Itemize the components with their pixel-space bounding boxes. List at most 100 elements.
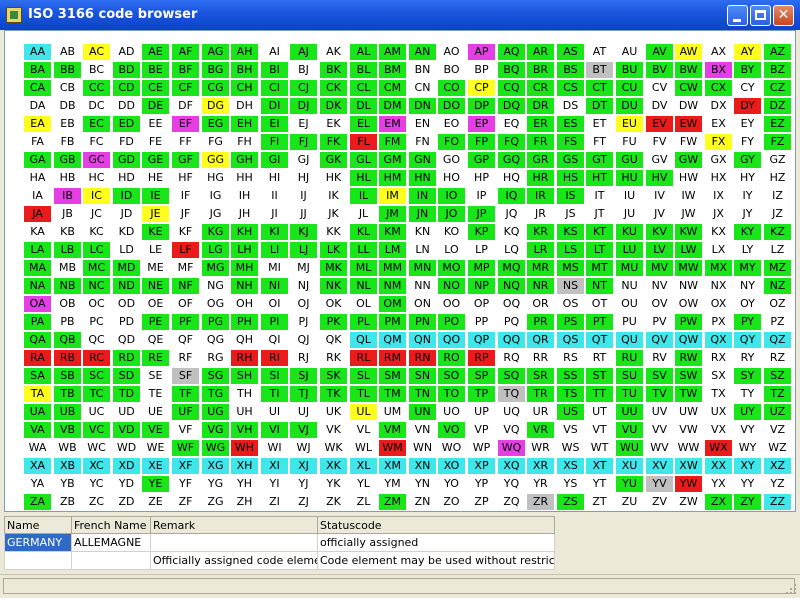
code-cell-cr[interactable]: CR — [527, 80, 554, 96]
code-cell-xv[interactable]: XV — [646, 458, 673, 474]
code-cell-hi[interactable]: HI — [261, 170, 288, 186]
code-cell-qk[interactable]: QK — [320, 332, 347, 348]
french-name-cell[interactable]: ALLEMAGNE — [71, 533, 151, 552]
country-name-cell[interactable]: GERMANY — [4, 533, 72, 552]
code-cell-al[interactable]: AL — [350, 44, 377, 60]
code-cell-qm[interactable]: QM — [379, 332, 406, 348]
code-cell-ds[interactable]: DS — [557, 98, 584, 114]
code-cell-ks[interactable]: KS — [557, 224, 584, 240]
code-cell-ex[interactable]: EX — [705, 116, 732, 132]
code-cell-at[interactable]: AT — [586, 44, 613, 60]
code-cell-sm[interactable]: SM — [379, 368, 406, 384]
code-cell-cv[interactable]: CV — [646, 80, 673, 96]
code-cell-ao[interactable]: AO — [438, 44, 465, 60]
code-cell-bp[interactable]: BP — [468, 62, 495, 78]
code-cell-to[interactable]: TO — [438, 386, 465, 402]
code-cell-dj[interactable]: DJ — [290, 98, 317, 114]
code-cell-rn[interactable]: RN — [409, 350, 436, 366]
code-cell-us[interactable]: US — [557, 404, 584, 420]
code-cell-ra[interactable]: RA — [24, 350, 51, 366]
code-cell-ol[interactable]: OL — [350, 296, 377, 312]
code-cell-sj[interactable]: SJ — [290, 368, 317, 384]
code-cell-bu[interactable]: BU — [616, 62, 643, 78]
code-cell-kr[interactable]: KR — [527, 224, 554, 240]
code-cell-kf[interactable]: KF — [172, 224, 199, 240]
code-cell-th[interactable]: TH — [231, 386, 258, 402]
code-cell-qa[interactable]: QA — [24, 332, 51, 348]
code-cell-nx[interactable]: NX — [705, 278, 732, 294]
code-cell-qh[interactable]: QH — [231, 332, 258, 348]
code-cell-pp[interactable]: PP — [468, 314, 495, 330]
code-cell-nf[interactable]: NF — [172, 278, 199, 294]
code-cell-zj[interactable]: ZJ — [290, 494, 317, 510]
code-cell-np[interactable]: NP — [468, 278, 495, 294]
code-cell-ve[interactable]: VE — [142, 422, 169, 438]
remark-cell[interactable] — [150, 533, 318, 552]
code-cell-la[interactable]: LA — [24, 242, 51, 258]
code-cell-lb[interactable]: LB — [54, 242, 81, 258]
code-cell-cj[interactable]: CJ — [290, 80, 317, 96]
code-cell-iv[interactable]: IV — [646, 188, 673, 204]
code-cell-va[interactable]: VA — [24, 422, 51, 438]
code-cell-jk[interactable]: JK — [320, 206, 347, 222]
code-cell-qo[interactable]: QO — [438, 332, 465, 348]
code-cell-ry[interactable]: RY — [734, 350, 761, 366]
code-cell-hu[interactable]: HU — [616, 170, 643, 186]
code-cell-ct[interactable]: CT — [586, 80, 613, 96]
code-cell-wx[interactable]: WX — [705, 440, 732, 456]
code-cell-ww[interactable]: WW — [675, 440, 702, 456]
code-cell-qr[interactable]: QR — [527, 332, 554, 348]
code-cell-by[interactable]: BY — [734, 62, 761, 78]
code-cell-jo[interactable]: JO — [438, 206, 465, 222]
code-cell-yx[interactable]: YX — [705, 476, 732, 492]
code-cell-rg[interactable]: RG — [202, 350, 229, 366]
code-cell-ca[interactable]: CA — [24, 80, 51, 96]
code-cell-lg[interactable]: LG — [202, 242, 229, 258]
code-cell-zf[interactable]: ZF — [172, 494, 199, 510]
code-cell-en[interactable]: EN — [409, 116, 436, 132]
code-cell-td[interactable]: TD — [113, 386, 140, 402]
remark-description-cell[interactable]: Officially assigned code element — [150, 551, 318, 570]
code-cell-pq[interactable]: PQ — [498, 314, 525, 330]
code-cell-ge[interactable]: GE — [142, 152, 169, 168]
code-cell-aq[interactable]: AQ — [498, 44, 525, 60]
code-cell-qg[interactable]: QG — [202, 332, 229, 348]
code-cell-xe[interactable]: XE — [142, 458, 169, 474]
code-cell-yg[interactable]: YG — [202, 476, 229, 492]
code-cell-zk[interactable]: ZK — [320, 494, 347, 510]
code-cell-sy[interactable]: SY — [734, 368, 761, 384]
code-cell-ut[interactable]: UT — [586, 404, 613, 420]
code-cell-ys[interactable]: YS — [557, 476, 584, 492]
code-cell-md[interactable]: MD — [113, 260, 140, 276]
code-cell-rr[interactable]: RR — [527, 350, 554, 366]
code-cell-fj[interactable]: FJ — [290, 134, 317, 150]
code-cell-wq[interactable]: WQ — [498, 440, 525, 456]
code-cell-bk[interactable]: BK — [320, 62, 347, 78]
code-cell-ns[interactable]: NS — [557, 278, 584, 294]
code-cell-vv[interactable]: VV — [646, 422, 673, 438]
code-cell-gx[interactable]: GX — [705, 152, 732, 168]
code-cell-bo[interactable]: BO — [438, 62, 465, 78]
code-cell-wf[interactable]: WF — [172, 440, 199, 456]
code-cell-yj[interactable]: YJ — [290, 476, 317, 492]
code-cell-id[interactable]: ID — [113, 188, 140, 204]
code-cell-od[interactable]: OD — [113, 296, 140, 312]
code-cell-ff[interactable]: FF — [172, 134, 199, 150]
code-cell-de[interactable]: DE — [142, 98, 169, 114]
code-cell-es[interactable]: ES — [557, 116, 584, 132]
code-cell-bj[interactable]: BJ — [290, 62, 317, 78]
code-cell-le[interactable]: LE — [142, 242, 169, 258]
code-cell-lq[interactable]: LQ — [498, 242, 525, 258]
code-cell-sh[interactable]: SH — [231, 368, 258, 384]
code-cell-py[interactable]: PY — [734, 314, 761, 330]
code-cell-nu[interactable]: NU — [616, 278, 643, 294]
code-cell-fm[interactable]: FM — [379, 134, 406, 150]
code-cell-uq[interactable]: UQ — [498, 404, 525, 420]
code-cell-nr[interactable]: NR — [527, 278, 554, 294]
code-cell-zt[interactable]: ZT — [586, 494, 613, 510]
code-cell-cf[interactable]: CF — [172, 80, 199, 96]
code-cell-mp[interactable]: MP — [468, 260, 495, 276]
code-cell-or[interactable]: OR — [527, 296, 554, 312]
code-cell-ug[interactable]: UG — [202, 404, 229, 420]
code-cell-he[interactable]: HE — [142, 170, 169, 186]
